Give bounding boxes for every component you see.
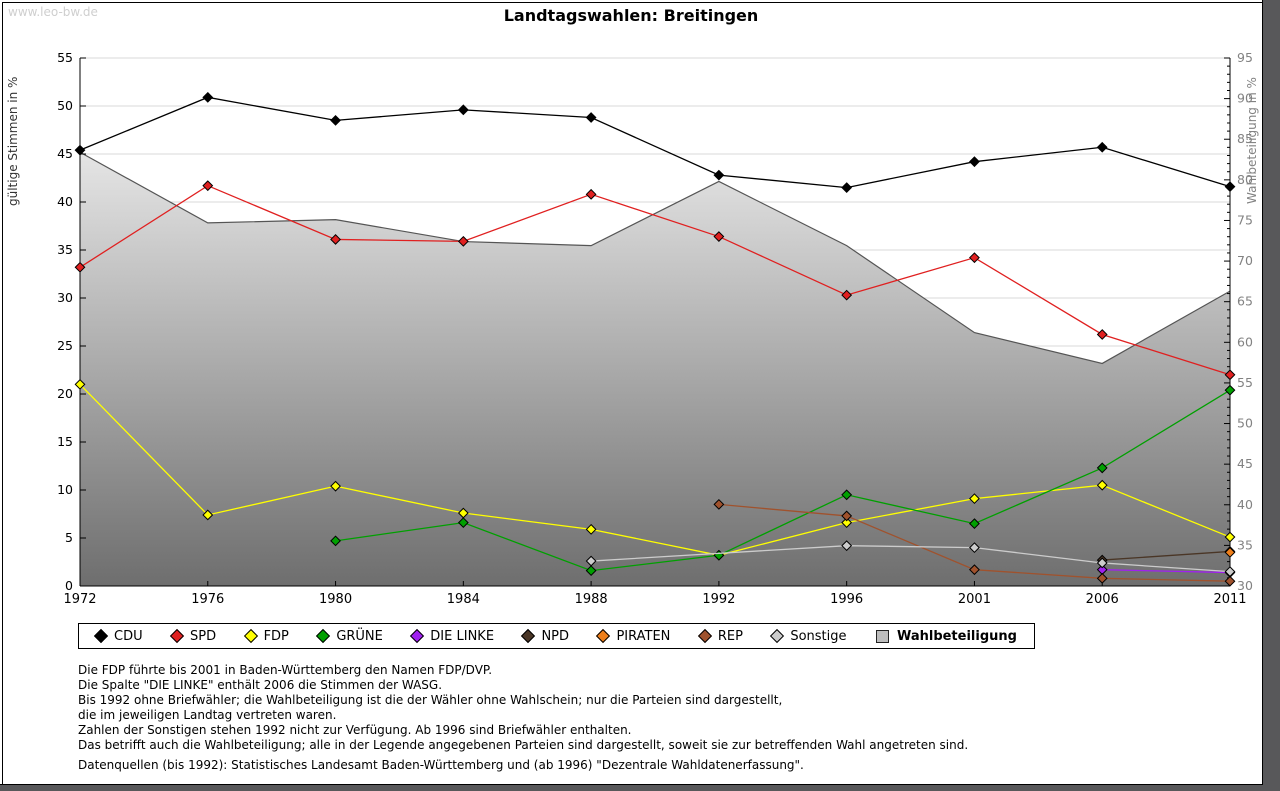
svg-text:20: 20 — [57, 386, 73, 401]
svg-text:10: 10 — [57, 482, 73, 497]
svg-text:90: 90 — [1237, 91, 1253, 106]
legend-label: NPD — [541, 628, 570, 644]
legend-item-sonstige: Sonstige — [770, 628, 847, 644]
svg-text:80: 80 — [1237, 172, 1253, 187]
svg-text:2001: 2001 — [958, 592, 991, 607]
watermark: www.leo-bw.de — [8, 5, 98, 19]
footnote-line: Bis 1992 ohne Briefwähler; die Wahlbetei… — [78, 693, 783, 707]
spd-marker-icon — [169, 628, 185, 644]
footnote-line: Die Spalte "DIE LINKE" enthält 2006 die … — [78, 678, 443, 692]
series-line-die-linke — [1102, 569, 1231, 574]
svg-text:1976: 1976 — [191, 592, 224, 607]
series-line-cdu — [79, 96, 1231, 189]
series-line-spd — [79, 184, 1231, 376]
rep-marker-icon — [697, 628, 712, 644]
sonstige-marker-icon — [770, 628, 785, 644]
legend-label: GRÜNE — [336, 628, 383, 644]
svg-text:30: 30 — [1237, 578, 1253, 593]
legend-item-gruene: GRÜNE — [316, 628, 383, 644]
svg-text:2006: 2006 — [1086, 592, 1119, 607]
svg-text:30: 30 — [57, 290, 73, 305]
legend-item-wahlbeteiligung: Wahlbeteiligung — [875, 628, 1017, 644]
svg-text:55: 55 — [57, 50, 73, 65]
svg-text:0: 0 — [65, 578, 73, 593]
svg-text:1996: 1996 — [830, 592, 863, 607]
svg-text:65: 65 — [1237, 294, 1253, 309]
svg-text:40: 40 — [57, 194, 73, 209]
svg-text:25: 25 — [57, 338, 73, 353]
svg-text:1988: 1988 — [575, 592, 608, 607]
svg-text:45: 45 — [57, 146, 73, 161]
cdu-marker-icon — [93, 628, 109, 644]
svg-text:55: 55 — [1237, 375, 1253, 390]
legend-item-fdp: FDP — [243, 628, 289, 644]
series-line-npd — [1102, 550, 1231, 561]
svg-text:50: 50 — [57, 98, 73, 113]
svg-text:1980: 1980 — [319, 592, 352, 607]
svg-text:5: 5 — [65, 530, 73, 545]
legend-label: SPD — [190, 628, 217, 644]
chart-title: Landtagswahlen: Breitingen — [503, 6, 759, 25]
legend-item-cdu: CDU — [93, 628, 143, 644]
legend-label: FDP — [263, 628, 289, 644]
svg-text:40: 40 — [1237, 497, 1253, 512]
footnote-line: Datenquellen (bis 1992): Statistisches L… — [78, 758, 804, 772]
wahlbeteiligung-marker-icon — [875, 629, 889, 643]
right-axis-label: Wahlbeteiligung in % — [1245, 77, 1259, 204]
footnote-line: Zahlen der Sonstigen stehen 1992 nicht z… — [78, 723, 632, 737]
fdp-marker-icon — [243, 628, 258, 644]
chart-legend: CDU SPD FDP GRÜNE DIE LINKE NPD PIRATEN REP Sons… — [78, 623, 1035, 649]
legend-label: DIE LINKE — [430, 628, 495, 644]
svg-text:35: 35 — [57, 242, 73, 257]
legend-item-npd: NPD — [521, 628, 570, 644]
legend-item-spd: SPD — [169, 628, 217, 644]
turnout-edge — [79, 151, 1231, 365]
footnote-line: Die FDP führte bis 2001 in Baden-Württem… — [78, 663, 493, 677]
svg-text:75: 75 — [1237, 212, 1253, 227]
npd-marker-icon — [521, 628, 536, 644]
piraten-marker-icon — [596, 628, 611, 644]
footnote-line: die im jeweiligen Landtag vertreten ware… — [78, 708, 337, 722]
election-line-chart: 0 5 10 15 20 25 30 35 40 45 50 55 30 35 40 45 50 55 60 65 70… — [6, 50, 1259, 607]
series-line-fdp — [79, 383, 1231, 556]
legend-label: Sonstige — [790, 628, 847, 644]
svg-text:1972: 1972 — [63, 592, 96, 607]
left-axis-label: gültige Stimmen in % — [6, 77, 20, 206]
legend-label: Wahlbeteiligung — [896, 628, 1017, 644]
chart-footnotes: Die FDP führte bis 2001 in Baden-Württem… — [78, 663, 968, 773]
svg-text:70: 70 — [1237, 253, 1253, 268]
gruene-marker-icon — [316, 628, 331, 644]
legend-label: CDU — [114, 628, 143, 644]
footnote-line: Das betrifft auch die Wahlbeteiligung; a… — [78, 738, 969, 752]
legend-item-rep: REP — [697, 628, 743, 644]
svg-text:60: 60 — [1237, 334, 1253, 349]
svg-text:95: 95 — [1237, 50, 1253, 65]
legend-item-die-linke: DIE LINKE — [410, 628, 495, 644]
chart-page: www.leo-bw.de Landtagswahlen: Breitingen… — [0, 0, 1263, 785]
svg-text:50: 50 — [1237, 416, 1253, 431]
turnout-area — [80, 152, 1230, 586]
svg-text:35: 35 — [1237, 537, 1253, 552]
svg-text:1992: 1992 — [702, 592, 735, 607]
series-line-gruene — [335, 389, 1231, 572]
die-linke-marker-icon — [410, 628, 425, 644]
legend-item-piraten: PIRATEN — [596, 628, 671, 644]
svg-text:2011: 2011 — [1213, 592, 1246, 607]
svg-text:1984: 1984 — [447, 592, 480, 607]
svg-text:85: 85 — [1237, 131, 1253, 146]
legend-label: REP — [717, 628, 743, 644]
legend-label: PIRATEN — [616, 628, 671, 644]
svg-text:15: 15 — [57, 434, 73, 449]
svg-text:45: 45 — [1237, 456, 1253, 471]
